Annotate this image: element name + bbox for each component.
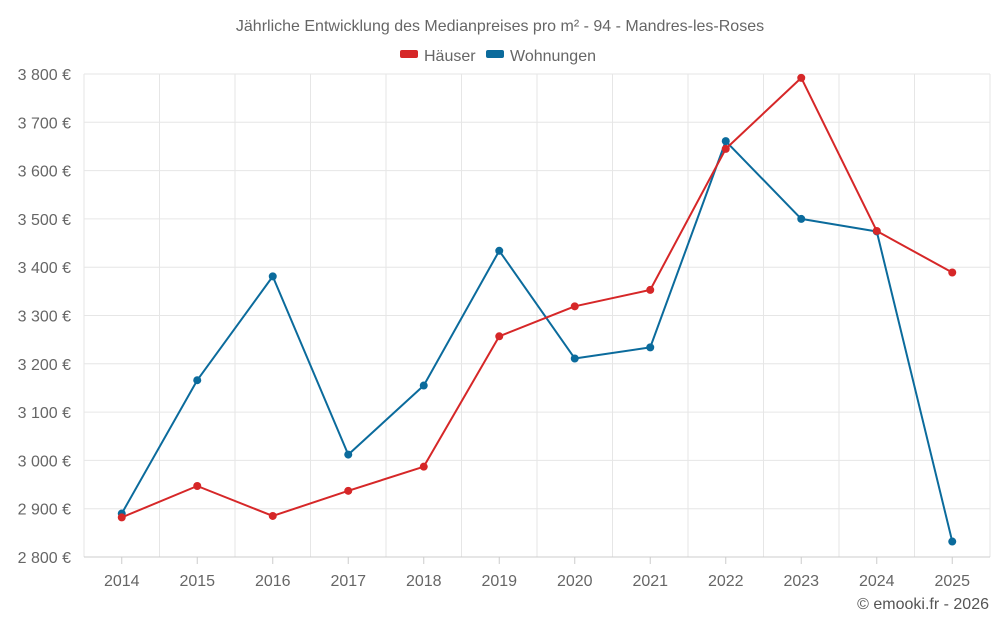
x-tick-label: 2024 bbox=[859, 573, 895, 590]
series-group bbox=[117, 73, 957, 546]
x-tick-label: 2023 bbox=[783, 573, 819, 590]
data-point-haeuser[interactable] bbox=[344, 486, 353, 495]
legend-label: Wohnungen bbox=[510, 48, 596, 65]
data-point-wohnungen[interactable] bbox=[570, 354, 579, 363]
x-tick-label: 2025 bbox=[934, 573, 970, 590]
y-tick-label: 3 800 € bbox=[18, 67, 71, 84]
legend-item-haeuser[interactable]: Häuser bbox=[400, 48, 476, 65]
data-point-haeuser[interactable] bbox=[495, 332, 504, 341]
data-point-haeuser[interactable] bbox=[117, 513, 126, 522]
data-point-haeuser[interactable] bbox=[646, 285, 655, 294]
y-tick-label: 3 700 € bbox=[18, 115, 71, 132]
x-tick-label: 2019 bbox=[481, 573, 517, 590]
x-axis-ticks: 2014 2015 2016 2017 2018 2019 2020 2021 2022 2023… bbox=[104, 557, 970, 590]
y-tick-label: 3 500 € bbox=[18, 212, 71, 229]
chart-title: Jährliche Entwicklung des Medianpreises … bbox=[236, 18, 764, 35]
data-point-haeuser[interactable] bbox=[570, 302, 579, 311]
legend-label: Häuser bbox=[424, 48, 476, 65]
legend-swatch bbox=[400, 50, 418, 58]
y-tick-label: 3 600 € bbox=[18, 164, 71, 181]
data-point-wohnungen[interactable] bbox=[344, 450, 353, 459]
legend-swatch bbox=[486, 50, 504, 58]
data-point-wohnungen[interactable] bbox=[419, 381, 428, 390]
credit-text: © emooki.fr - 2026 bbox=[857, 596, 989, 613]
data-point-haeuser[interactable] bbox=[872, 226, 881, 235]
data-point-wohnungen[interactable] bbox=[797, 214, 806, 223]
data-point-haeuser[interactable] bbox=[419, 462, 428, 471]
series-line-wohnungen bbox=[120, 140, 954, 542]
data-point-wohnungen[interactable] bbox=[268, 272, 277, 281]
y-tick-label: 2 900 € bbox=[18, 502, 71, 519]
data-point-wohnungen[interactable] bbox=[721, 137, 730, 146]
legend[interactable]: Häuser Wohnungen bbox=[400, 48, 596, 65]
data-point-wohnungen[interactable] bbox=[646, 343, 655, 352]
x-tick-label: 2021 bbox=[632, 573, 668, 590]
data-point-haeuser[interactable] bbox=[193, 481, 202, 490]
x-tick-label: 2017 bbox=[330, 573, 366, 590]
x-tick-label: 2016 bbox=[255, 573, 291, 590]
y-tick-label: 3 000 € bbox=[18, 453, 71, 470]
series-line-haeuser bbox=[121, 76, 953, 519]
data-point-wohnungen[interactable] bbox=[495, 246, 504, 255]
y-tick-label: 3 100 € bbox=[18, 405, 71, 422]
y-tick-label: 3 300 € bbox=[18, 309, 71, 326]
data-point-haeuser[interactable] bbox=[948, 268, 957, 277]
x-tick-label: 2015 bbox=[179, 573, 215, 590]
data-point-wohnungen[interactable] bbox=[193, 376, 202, 385]
x-tick-label: 2022 bbox=[708, 573, 744, 590]
legend-item-wohnungen[interactable]: Wohnungen bbox=[486, 48, 596, 65]
y-axis-ticks: 2 800 € 2 900 € 3 000 € 3 100 € 3 200 € 3 300… bbox=[18, 67, 71, 567]
x-tick-label: 2018 bbox=[406, 573, 442, 590]
x-tick-label: 2014 bbox=[104, 573, 140, 590]
y-tick-label: 3 200 € bbox=[18, 357, 71, 374]
data-point-wohnungen[interactable] bbox=[948, 537, 957, 546]
data-point-haeuser[interactable] bbox=[797, 73, 806, 82]
x-tick-label: 2020 bbox=[557, 573, 593, 590]
data-point-haeuser[interactable] bbox=[721, 144, 730, 153]
y-tick-label: 2 800 € bbox=[18, 550, 71, 567]
y-tick-label: 3 400 € bbox=[18, 260, 71, 277]
data-point-haeuser[interactable] bbox=[268, 511, 277, 520]
